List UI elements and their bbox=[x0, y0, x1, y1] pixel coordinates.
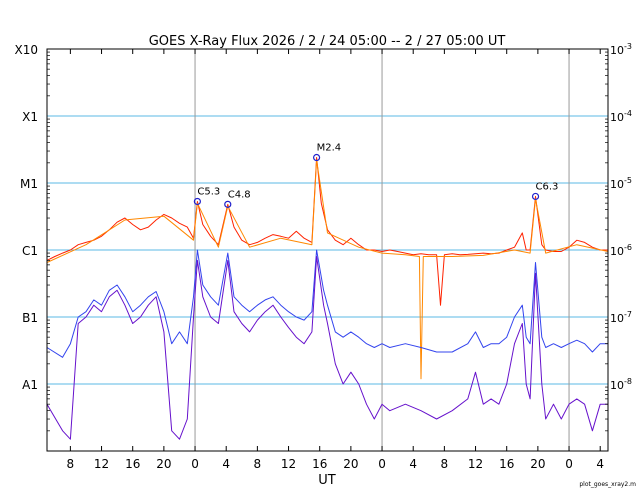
flare-marker bbox=[224, 200, 232, 208]
flux-series-2 bbox=[46, 159, 609, 380]
x-tick-label: 8 bbox=[254, 457, 262, 471]
x-tick-label: 8 bbox=[67, 457, 75, 471]
x-tick-label: 8 bbox=[441, 457, 449, 471]
left-tick-label: M1 bbox=[20, 177, 38, 191]
right-tick-base: 10 bbox=[610, 379, 624, 392]
x-tick-label: 20 bbox=[156, 457, 171, 471]
x-tick-label: 12 bbox=[281, 457, 296, 471]
right-tick-base: 10 bbox=[610, 312, 624, 325]
flux-series-4 bbox=[46, 256, 608, 440]
right-tick-label: 10-8 bbox=[610, 377, 632, 392]
x-tick-label: 20 bbox=[530, 457, 545, 471]
x-tick-label: 16 bbox=[312, 457, 327, 471]
x-tick-label: 12 bbox=[94, 457, 109, 471]
right-tick-label: 10-3 bbox=[610, 42, 632, 57]
left-tick-label: C1 bbox=[22, 244, 38, 258]
right-tick-exponent: -7 bbox=[624, 310, 632, 319]
right-tick-base: 10 bbox=[610, 44, 624, 57]
flare-marker bbox=[312, 153, 321, 162]
x-tick-label: 16 bbox=[125, 457, 140, 471]
right-tick-exponent: -8 bbox=[624, 377, 632, 386]
flare-label: C5.3 bbox=[197, 186, 220, 197]
right-tick-label: 10-7 bbox=[610, 310, 632, 325]
right-tick-label: 10-4 bbox=[610, 109, 632, 124]
flare-marker bbox=[193, 197, 201, 206]
x-tick-label: 0 bbox=[378, 457, 386, 471]
x-tick-label: 4 bbox=[222, 457, 230, 471]
x-axis-label: UT bbox=[318, 473, 336, 488]
x-tick-label: 16 bbox=[499, 457, 514, 471]
flux-series-3 bbox=[46, 249, 608, 358]
flare-label: M2.4 bbox=[317, 143, 342, 154]
flare-annotations: C5.3 C4.8 M2.4 C6.3 bbox=[193, 143, 559, 208]
flare-label: C4.8 bbox=[228, 189, 251, 200]
right-tick-exponent: -5 bbox=[624, 176, 632, 185]
right-tick-label: 10-6 bbox=[610, 243, 632, 258]
x-tick-label: 0 bbox=[565, 457, 573, 471]
x-tick-label: 12 bbox=[468, 457, 483, 471]
x-tick-label: 4 bbox=[409, 457, 417, 471]
right-tick-exponent: -6 bbox=[624, 243, 632, 252]
left-tick-label: A1 bbox=[22, 378, 38, 392]
x-tick-label: 4 bbox=[596, 457, 604, 471]
chart-title: GOES X-Ray Flux 2026 / 2 / 24 05:00 -- 2… bbox=[149, 34, 506, 49]
flare-marker bbox=[531, 192, 540, 201]
right-tick-base: 10 bbox=[610, 111, 624, 124]
right-tick-exponent: -4 bbox=[624, 109, 632, 118]
footer-label: plot_goes_xray2.m bbox=[579, 481, 636, 488]
right-tick-base: 10 bbox=[610, 245, 624, 258]
right-tick-base: 10 bbox=[610, 178, 624, 191]
series-layer bbox=[46, 157, 609, 440]
flare-label: C6.3 bbox=[536, 181, 559, 192]
right-tick-exponent: -3 bbox=[624, 42, 632, 51]
left-tick-label: X1 bbox=[22, 110, 38, 124]
x-tick-label: 20 bbox=[343, 457, 358, 471]
x-tick-label: 0 bbox=[191, 457, 199, 471]
left-tick-label: X10 bbox=[15, 43, 39, 57]
left-tick-label: B1 bbox=[22, 311, 38, 325]
right-tick-label: 10-5 bbox=[610, 176, 632, 191]
grid-lines bbox=[47, 49, 608, 451]
plot-frame bbox=[46, 48, 609, 452]
